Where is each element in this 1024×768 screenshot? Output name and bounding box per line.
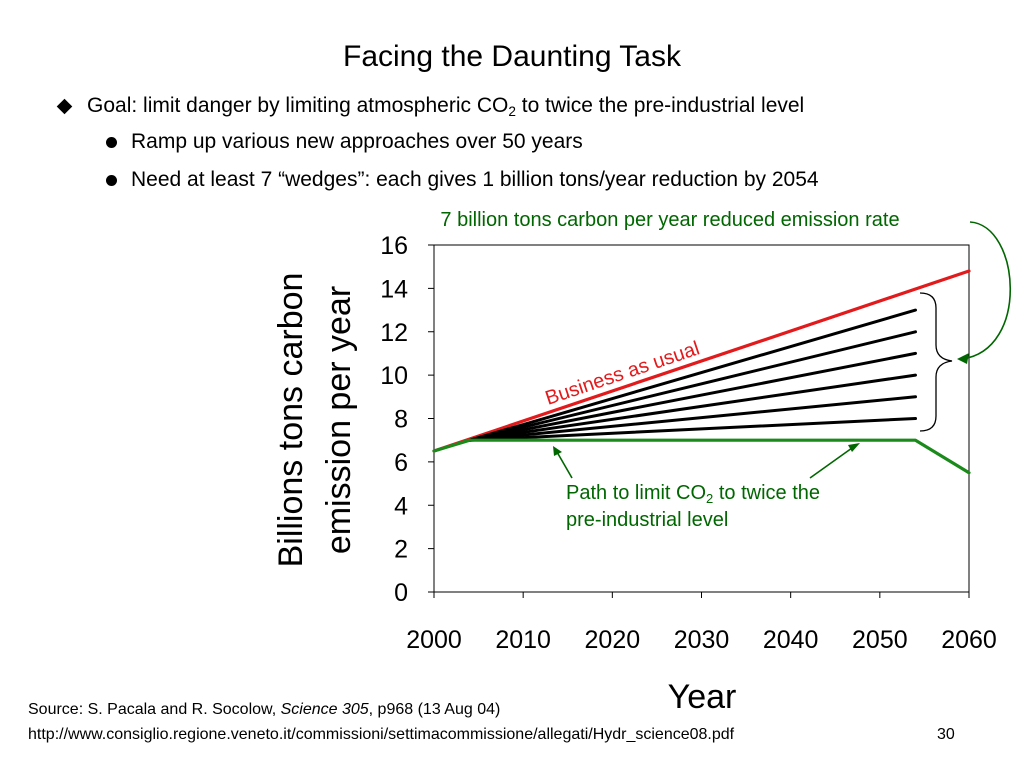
wedge-line bbox=[468, 373, 917, 442]
path-line bbox=[432, 438, 971, 475]
wedge-line bbox=[468, 395, 917, 442]
path-arrow-left-head bbox=[553, 446, 562, 456]
wedge-line bbox=[468, 308, 917, 442]
y-axis-label-line2: emission per year bbox=[320, 286, 358, 554]
path-arrow-left bbox=[556, 451, 573, 479]
bullet-goal-text: Goal: limit danger by limiting atmospher… bbox=[87, 94, 805, 120]
wedges-label-arrow bbox=[961, 221, 1012, 360]
source-url: http://www.consiglio.regione.veneto.it/c… bbox=[28, 726, 735, 743]
path-annotation-line2: pre-industrial level bbox=[566, 509, 729, 531]
y-tick-label: 14 bbox=[380, 275, 408, 303]
x-tick-label: 2050 bbox=[852, 626, 908, 654]
bullet-ramp-up-text: Ramp up various new approaches over 50 y… bbox=[131, 130, 583, 153]
y-tick-label: 12 bbox=[380, 319, 408, 347]
y-tick-label: 4 bbox=[394, 492, 408, 520]
source-citation: Source: S. Pacala and R. Socolow, Scienc… bbox=[28, 701, 501, 718]
path-arrow-right bbox=[809, 447, 853, 479]
x-tick-label: 2010 bbox=[495, 626, 551, 654]
wedge-line bbox=[468, 417, 917, 442]
y-axis-label-line1: Billions tons carbon bbox=[272, 273, 310, 568]
y-tick-label: 6 bbox=[394, 449, 408, 477]
wedge-brace bbox=[919, 292, 953, 432]
y-tick-label: 8 bbox=[394, 406, 408, 434]
bullet-wedges-text: Need at least 7 “wedges”: each gives 1 b… bbox=[131, 168, 819, 191]
bullet-goal: Goal: limit danger by limiting atmospher… bbox=[56, 94, 804, 118]
wedge-line bbox=[468, 330, 917, 442]
x-axis-label: Year bbox=[668, 678, 737, 716]
bullet-wedges: Need at least 7 “wedges”: each gives 1 b… bbox=[106, 168, 819, 192]
slide-title: Facing the Daunting Task bbox=[343, 40, 681, 73]
x-tick-label: 2040 bbox=[763, 626, 819, 654]
path-arrow-right-head bbox=[848, 443, 860, 452]
wedges-arrow-head bbox=[957, 353, 969, 364]
bullet-ramp-up: Ramp up various new approaches over 50 y… bbox=[106, 130, 583, 154]
y-tick-label: 10 bbox=[380, 362, 408, 390]
wedges-label: 7 billion tons carbon per year reduced e… bbox=[440, 209, 899, 231]
y-tick-label: 2 bbox=[394, 536, 408, 564]
path-annotation-line1: Path to limit CO2 to twice the bbox=[566, 482, 820, 506]
bau-line bbox=[432, 269, 971, 453]
page-number: 30 bbox=[937, 726, 955, 743]
path-annotation: Path to limit CO2 to twice the pre-indus… bbox=[566, 480, 820, 534]
y-tick-label: 0 bbox=[394, 579, 408, 607]
x-tick-label: 2020 bbox=[585, 626, 641, 654]
y-tick-label: 16 bbox=[380, 232, 408, 260]
dot-bullet-icon bbox=[106, 174, 117, 186]
x-tick-label: 2030 bbox=[674, 626, 730, 654]
x-tick-label: 2000 bbox=[406, 626, 462, 654]
dot-bullet-icon bbox=[106, 136, 117, 148]
wedge-line bbox=[468, 351, 917, 442]
x-tick-label: 2060 bbox=[941, 626, 997, 654]
